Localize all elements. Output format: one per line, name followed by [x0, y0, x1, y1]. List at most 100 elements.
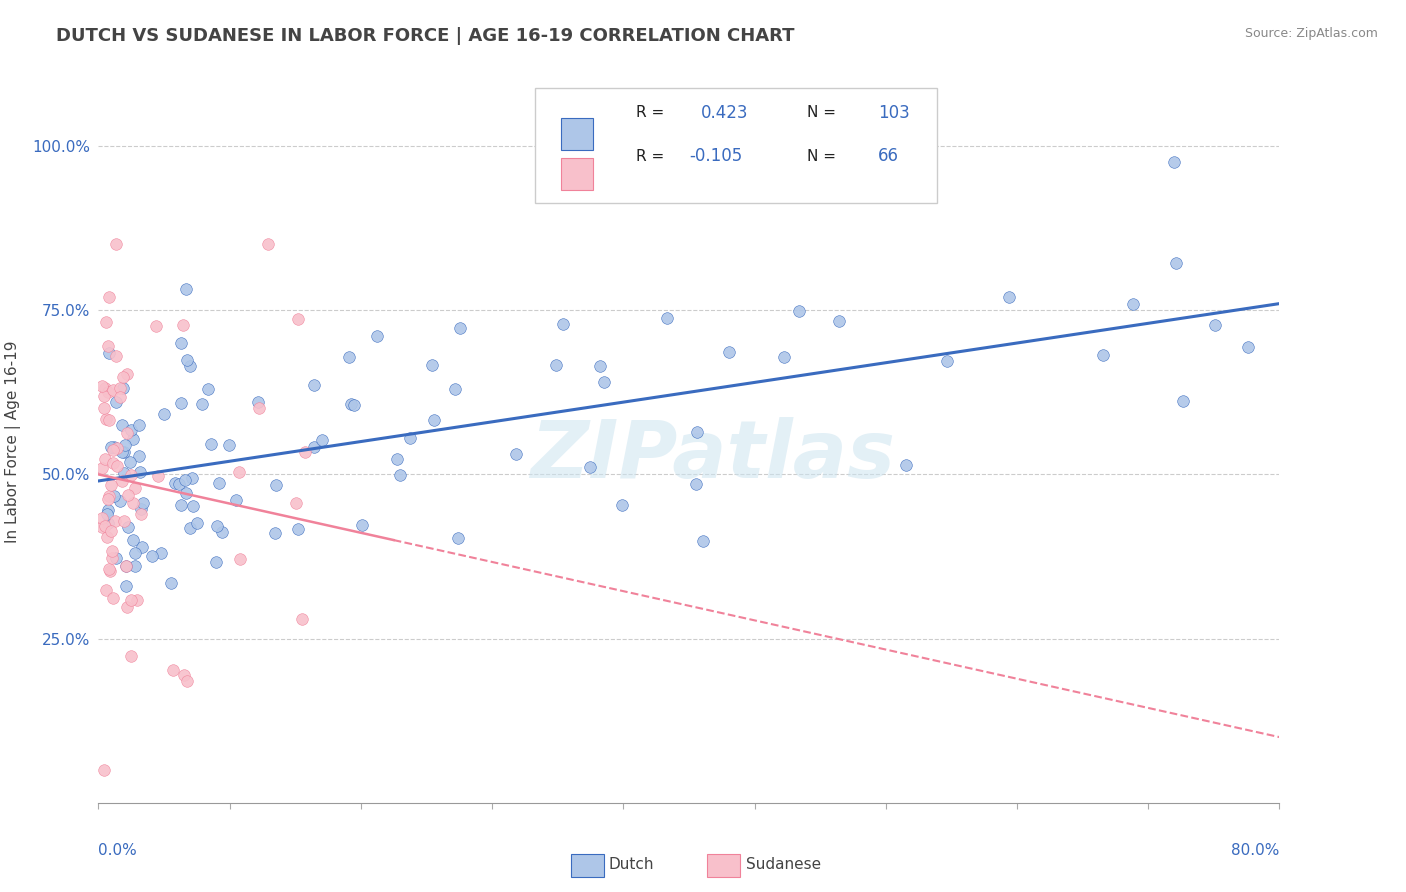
Point	[124, 481, 146, 495]
Point	[225, 492, 247, 507]
Point	[169, 335, 191, 350]
Text: N =: N =	[807, 105, 837, 120]
Point	[115, 559, 138, 574]
Point	[449, 321, 471, 335]
Point	[218, 438, 240, 452]
Point	[246, 395, 269, 409]
Point	[247, 401, 270, 415]
Text: R =: R =	[636, 149, 664, 163]
Point	[103, 514, 125, 528]
Point	[610, 498, 633, 512]
Point	[200, 437, 222, 451]
Point	[124, 559, 146, 574]
Text: R =: R =	[636, 105, 664, 120]
Point	[122, 533, 145, 547]
Point	[108, 391, 131, 405]
Point	[389, 468, 412, 483]
Point	[96, 507, 118, 521]
Point	[179, 359, 201, 374]
Point	[111, 475, 134, 489]
Point	[101, 551, 124, 566]
Point	[176, 353, 198, 368]
Point	[120, 454, 142, 468]
Point	[264, 525, 287, 540]
Point	[291, 612, 314, 626]
Point	[165, 475, 187, 490]
Point	[91, 461, 114, 475]
Point	[285, 496, 308, 510]
Text: 80.0%: 80.0%	[1232, 843, 1279, 857]
Text: 103: 103	[877, 103, 910, 122]
Text: 66: 66	[877, 147, 898, 165]
Point	[1092, 348, 1115, 362]
Point	[387, 452, 409, 467]
Point	[162, 663, 184, 677]
Text: -0.105: -0.105	[689, 147, 742, 165]
Point	[828, 314, 851, 328]
Point	[173, 667, 195, 681]
Point	[229, 552, 252, 566]
Point	[101, 456, 124, 470]
Point	[211, 524, 233, 539]
Point	[160, 576, 183, 591]
Point	[112, 369, 135, 384]
Point	[101, 591, 124, 605]
Point	[183, 500, 205, 514]
Text: 0.423: 0.423	[700, 103, 748, 122]
Point	[97, 516, 120, 531]
Point	[97, 491, 120, 506]
Point	[90, 511, 112, 525]
Point	[287, 522, 309, 536]
Point	[98, 489, 121, 503]
Point	[98, 564, 121, 578]
Point	[181, 471, 204, 485]
Point	[787, 304, 810, 318]
Point	[96, 315, 118, 329]
Point	[170, 396, 193, 410]
Point	[117, 520, 139, 534]
Point	[112, 445, 135, 459]
Point	[97, 503, 120, 517]
Point	[108, 381, 131, 395]
Point	[167, 476, 190, 491]
Point	[686, 425, 709, 439]
Point	[191, 397, 214, 411]
Point	[90, 520, 112, 534]
Point	[120, 592, 142, 607]
Point	[117, 426, 139, 441]
Point	[94, 382, 117, 396]
Point	[107, 441, 129, 455]
Point	[128, 417, 150, 432]
Point	[129, 507, 152, 521]
Point	[112, 514, 135, 528]
Point	[1163, 154, 1185, 169]
Point	[553, 317, 575, 331]
Point	[339, 397, 361, 411]
Point	[446, 532, 468, 546]
Point	[208, 476, 231, 491]
Point	[228, 465, 250, 479]
Point	[120, 423, 142, 437]
Point	[170, 498, 193, 512]
Point	[589, 359, 612, 374]
Point	[93, 763, 115, 777]
Point	[145, 319, 167, 334]
Point	[772, 351, 794, 365]
Point	[132, 496, 155, 510]
Point	[343, 398, 366, 412]
Point	[101, 442, 124, 457]
Y-axis label: In Labor Force | Age 16-19: In Labor Force | Age 16-19	[6, 340, 21, 543]
Point	[100, 441, 122, 455]
Point	[122, 496, 145, 510]
Point	[98, 562, 121, 576]
Point	[1171, 394, 1194, 409]
Point	[104, 349, 127, 363]
Point	[115, 558, 138, 573]
Text: Source: ZipAtlas.com: Source: ZipAtlas.com	[1244, 27, 1378, 40]
Point	[105, 551, 128, 566]
Point	[104, 395, 127, 409]
Point	[114, 579, 136, 593]
FancyBboxPatch shape	[536, 87, 936, 203]
Point	[112, 381, 135, 395]
FancyBboxPatch shape	[561, 158, 593, 190]
